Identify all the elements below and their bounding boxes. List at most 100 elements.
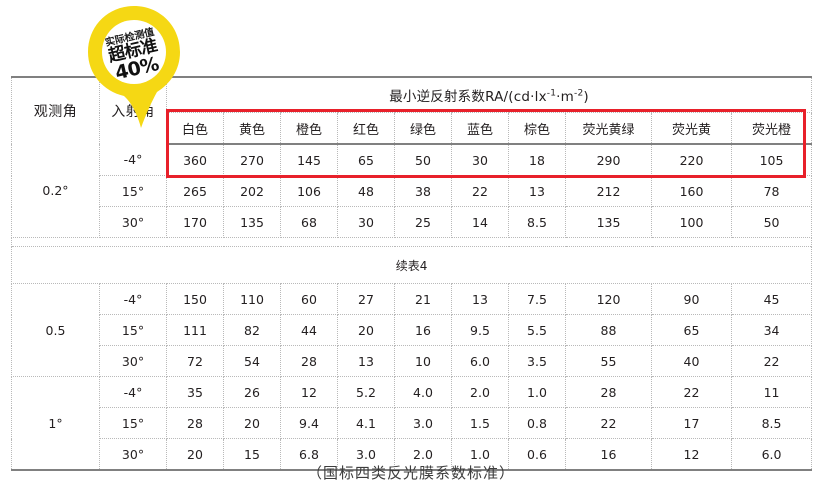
header-color-8: 荧光黄绿 xyxy=(565,112,652,145)
cell-value: 13 xyxy=(508,175,566,207)
cell-value: 72 xyxy=(166,345,224,377)
table-row: 15° 28 20 9.4 4.1 3.0 1.5 0.8 22 17 8.5 xyxy=(12,407,813,439)
cell-incidence-angle: -4° xyxy=(99,283,167,315)
cell-value: 20 xyxy=(223,407,281,439)
cell-incidence-angle: 15° xyxy=(99,314,167,346)
cell-value: 55 xyxy=(565,345,652,377)
cell-value: 82 xyxy=(223,314,281,346)
cell-value: 14 xyxy=(451,206,509,238)
cell-value: 2.0 xyxy=(451,376,509,408)
cell-value: 40 xyxy=(651,345,732,377)
cell-value: 1.0 xyxy=(508,376,566,408)
cell-value: 1.5 xyxy=(451,407,509,439)
cell-value: 22 xyxy=(451,175,509,207)
cell-value: 1.0 xyxy=(451,438,509,471)
cell-value: 3.0 xyxy=(394,407,452,439)
cell-value: 105 xyxy=(730,144,813,176)
cell-value: 4.1 xyxy=(337,407,395,439)
cell-value: 6.0 xyxy=(451,345,509,377)
header-color-6: 蓝色 xyxy=(451,112,509,145)
cell-value: 3.5 xyxy=(508,345,566,377)
header-color-7: 棕色 xyxy=(508,112,566,145)
cell-value: 28 xyxy=(166,407,224,439)
cell-value: 50 xyxy=(394,144,452,176)
header-color-5: 绿色 xyxy=(394,112,452,145)
cell-value: 21 xyxy=(394,283,452,315)
cell-value: 65 xyxy=(337,144,395,176)
header-color-10: 荧光橙 xyxy=(730,112,813,145)
cell-value: 16 xyxy=(394,314,452,346)
cell-value: 38 xyxy=(394,175,452,207)
header-color-2: 黄色 xyxy=(223,112,281,145)
table-row: 30° 170 135 68 30 25 14 8.5 135 100 50 xyxy=(12,206,813,238)
cell-observation-angle-group-2: 0.5 xyxy=(11,283,100,377)
cell-value: 6.0 xyxy=(730,438,813,471)
header-observation-angle: 观测角 xyxy=(11,76,100,144)
header-ra-coefficient-title: 最小逆反射系数RA/(cd·lx-1·m-2) xyxy=(165,76,813,113)
cell-value: 28 xyxy=(565,376,652,408)
reflective-film-coefficient-table: 观测角 入射角 最小逆反射系数RA/(cd·lx-1·m-2) 白色 黄色 橙色 红色 绿色蓝… xyxy=(10,76,813,471)
cell-value: 111 xyxy=(166,314,224,346)
cell-value: 28 xyxy=(280,345,338,377)
cell-value: 30 xyxy=(337,206,395,238)
header-color-1: 白色 xyxy=(166,112,224,145)
cell-value: 22 xyxy=(651,376,732,408)
cell-value: 50 xyxy=(730,206,813,238)
cell-value: 15 xyxy=(223,438,281,471)
cell-value: 18 xyxy=(508,144,566,176)
cell-incidence-angle: -4° xyxy=(99,376,167,408)
cell-value: 68 xyxy=(280,206,338,238)
cell-value: 22 xyxy=(565,407,652,439)
cell-value: 4.0 xyxy=(394,376,452,408)
continuation-label-row: 续表4 xyxy=(10,246,813,284)
cell-value: 110 xyxy=(223,283,281,315)
table-header-row-colors: 白色 黄色 橙色 红色 绿色 蓝色 棕色 荧光黄绿 荧光黄 荧光橙 xyxy=(12,112,813,145)
cell-value: 7.5 xyxy=(508,283,566,315)
cell-value: 120 xyxy=(565,283,652,315)
figure-caption: （国标四类反光膜系数标准） xyxy=(306,464,515,482)
cell-value: 13 xyxy=(451,283,509,315)
badge-pin-shape xyxy=(88,6,180,128)
cell-value: 270 xyxy=(223,144,281,176)
cell-value: 220 xyxy=(651,144,732,176)
cell-observation-angle-group-1: 0.2° xyxy=(11,144,100,238)
cell-value: 160 xyxy=(651,175,732,207)
table-row: 30° 20 15 6.8 3.0 2.0 1.0 0.6 16 12 6.0 xyxy=(12,438,813,471)
cell-observation-angle-group-3: 1° xyxy=(11,376,100,471)
cell-value: 8.5 xyxy=(730,407,813,439)
cell-value: 78 xyxy=(730,175,813,207)
cell-value: 5.2 xyxy=(337,376,395,408)
cell-incidence-angle: 15° xyxy=(99,175,167,207)
table-row: 30° 72 54 28 13 10 6.0 3.5 55 40 22 xyxy=(12,345,813,377)
cell-value: 6.8 xyxy=(280,438,338,471)
cell-value: 16 xyxy=(565,438,652,471)
cell-value: 135 xyxy=(565,206,652,238)
cell-value: 290 xyxy=(565,144,652,176)
cell-incidence-angle: 15° xyxy=(99,407,167,439)
cell-value: 12 xyxy=(651,438,732,471)
cell-value: 100 xyxy=(651,206,732,238)
cell-incidence-angle: 30° xyxy=(99,345,167,377)
cell-value: 135 xyxy=(223,206,281,238)
cell-value: 360 xyxy=(166,144,224,176)
cell-value: 150 xyxy=(166,283,224,315)
cell-value: 5.5 xyxy=(508,314,566,346)
cell-incidence-angle: 30° xyxy=(99,206,167,238)
cell-value: 12 xyxy=(280,376,338,408)
header-color-4: 红色 xyxy=(337,112,395,145)
cell-value: 9.5 xyxy=(451,314,509,346)
cell-value: 8.5 xyxy=(508,206,566,238)
header-color-9: 荧光黄 xyxy=(651,112,732,145)
table-row: 0.5 -4° 150 110 60 27 21 13 7.5 120 90 45 xyxy=(11,283,813,377)
cell-value: 34 xyxy=(730,314,813,346)
table-row: 1° -4° 35 26 12 5.2 4.0 2.0 1.0 28 22 11 xyxy=(11,376,813,471)
cell-value: 11 xyxy=(730,376,813,408)
cell-value: 44 xyxy=(280,314,338,346)
cell-value: 65 xyxy=(651,314,732,346)
cell-value: 30 xyxy=(451,144,509,176)
header-color-3: 橙色 xyxy=(280,112,338,145)
cell-value: 212 xyxy=(565,175,652,207)
cell-value: 0.6 xyxy=(508,438,566,471)
cell-value: 10 xyxy=(394,345,452,377)
spacer-cell xyxy=(10,237,813,247)
